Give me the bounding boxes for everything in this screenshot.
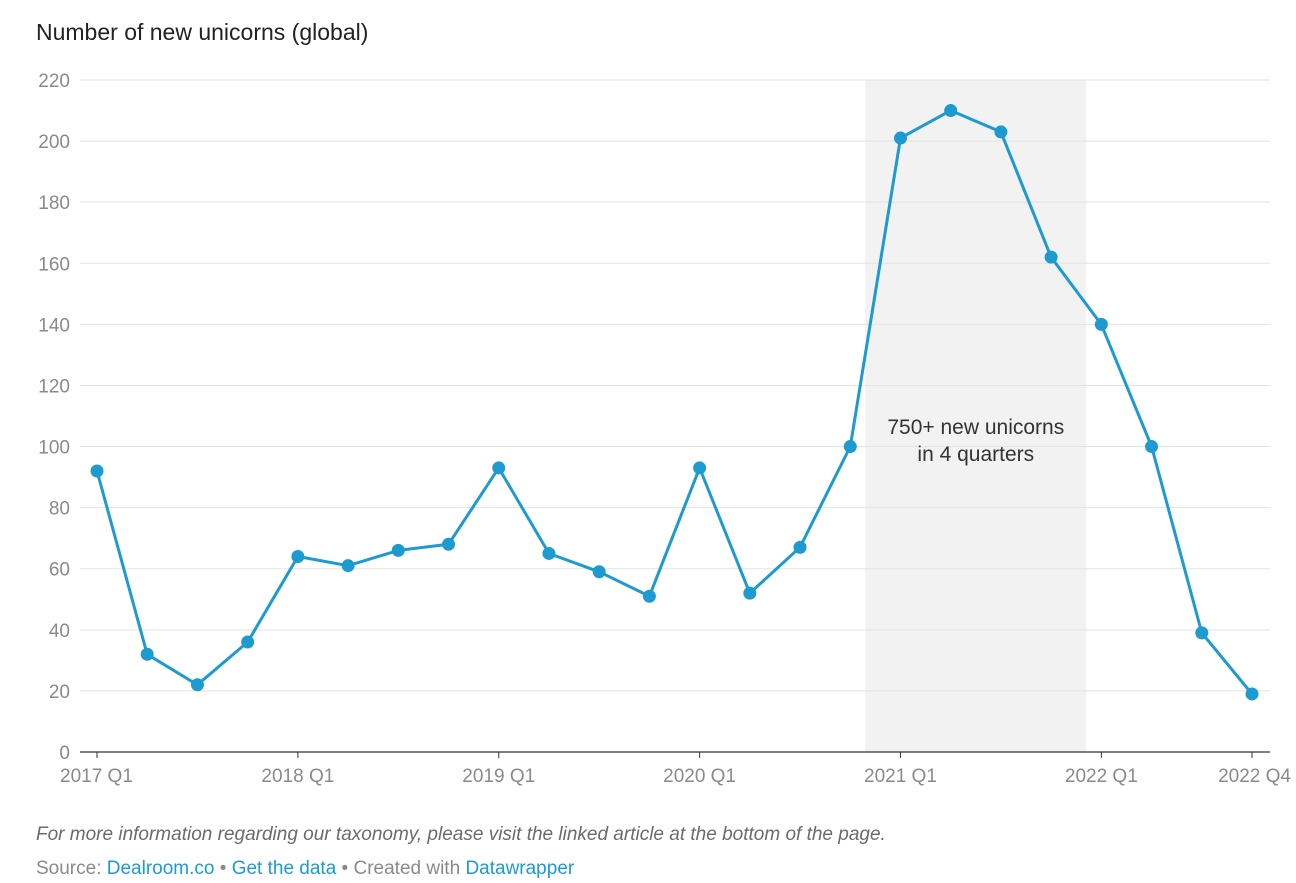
data-point [994,125,1008,139]
series-line [95,109,1254,695]
source-link[interactable]: Dealroom.co [106,858,215,879]
data-point [642,589,656,603]
x-tick-label: 2022 Q1 [1065,766,1138,787]
chart-title: Number of new unicorns (global) [36,19,369,45]
x-tick-label: 2021 Q1 [864,766,937,787]
data-point [442,537,456,551]
data-point [291,550,305,564]
x-tick-label: 2017 Q1 [60,766,133,787]
data-point [190,678,204,692]
data-point [843,440,857,454]
data-point [743,586,757,600]
y-tick-label: 220 [38,71,70,92]
data-point [1145,440,1159,454]
y-tick-label: 40 [49,621,70,642]
annotation-line-1: 750+ new unicorns [887,416,1064,439]
x-tick-label: 2018 Q1 [261,766,334,787]
source-separator: • [214,858,232,879]
created-with-text: • Created with [336,858,466,879]
data-point [793,540,807,554]
data-point [944,104,958,118]
data-point [542,546,556,560]
data-point [1044,250,1058,264]
y-tick-label: 160 [38,254,70,275]
source-line: Source: Dealroom.co • Get the data • Cre… [36,858,574,880]
data-point [341,559,355,573]
y-tick-label: 60 [49,560,70,581]
datawrapper-link[interactable]: Datawrapper [465,858,575,879]
y-tick-label: 80 [49,499,70,520]
data-point [1195,626,1209,640]
gridlines [80,79,1270,692]
x-tick-label: 2020 Q1 [663,766,736,787]
y-axis-ticks: 0 20 40 60 80 100 120 140 160 180 200 220 [38,71,70,764]
data-point [140,647,154,661]
data-point [693,461,707,475]
annotation: 750+ new unicorns in 4 quarters [887,416,1064,466]
source-prefix: Source: [36,858,107,879]
data-point [893,131,907,145]
data-point [492,461,506,475]
y-tick-label: 120 [38,376,70,397]
data-point [241,635,255,649]
y-tick-label: 180 [38,193,70,214]
x-axis-ticks: 2017 Q1 2018 Q1 2019 Q1 2020 Q1 2021 Q1 2022 … [60,752,1291,787]
y-tick-label: 100 [38,438,70,459]
series-line-layer [95,109,1254,695]
data-point [1094,317,1108,331]
footnote: For more information regarding our taxon… [36,824,886,845]
x-tick-label: 2019 Q1 [462,766,535,787]
x-tick-label: 2022 Q4 [1218,766,1291,787]
get-the-data-link[interactable]: Get the data [231,858,337,879]
data-point [1245,687,1259,701]
y-tick-label: 20 [49,682,70,703]
annotation-line-2: in 4 quarters [917,443,1034,466]
highlight-band [865,80,1087,752]
data-point [90,464,104,478]
data-point [391,543,405,557]
y-tick-label: 140 [38,315,70,336]
data-points [90,104,1259,701]
highlight-band-layer [865,80,1087,752]
data-point [592,565,606,579]
y-tick-label: 0 [59,743,70,764]
y-tick-label: 200 [38,132,70,153]
